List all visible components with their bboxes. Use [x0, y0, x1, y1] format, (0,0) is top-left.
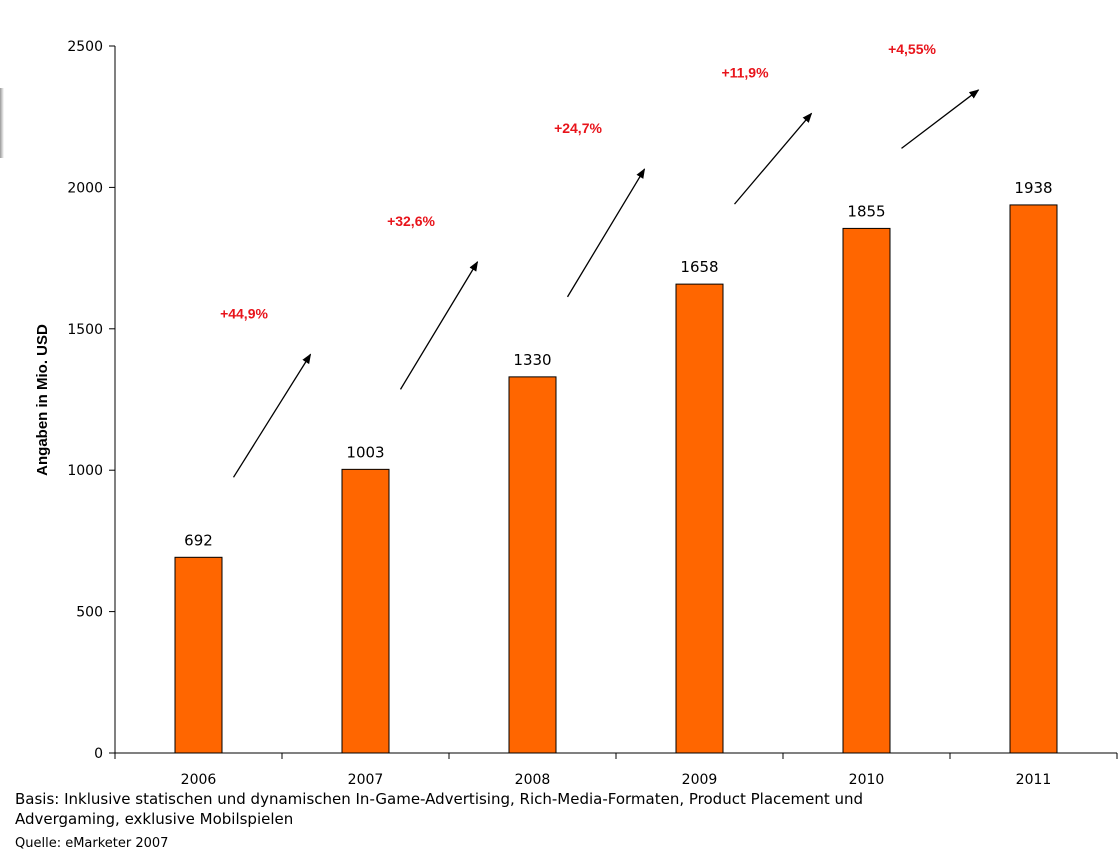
y-axis-title: Angaben in Mio. USD: [34, 324, 51, 476]
bar-2007: [341, 468, 390, 754]
y-tick-label-2000: 2000: [67, 180, 103, 196]
edge-shadow: [0, 88, 4, 158]
x-tick-label-2009: 2009: [682, 772, 718, 788]
x-tick-label-2006: 2006: [181, 772, 217, 788]
data-label-2008: 1330: [513, 351, 551, 369]
bar-2008: [508, 376, 557, 754]
bar-2010: [842, 227, 891, 754]
growth-label-2009: +24,7%: [554, 120, 602, 136]
data-label-2010: 1855: [847, 202, 885, 220]
growth-arrow-2010: [734, 112, 813, 205]
bar-2006: [174, 556, 223, 754]
y-tick-label-1500: 1500: [67, 322, 103, 338]
y-tick-label-500: 500: [76, 605, 103, 621]
growth-label-2007: +44,9%: [220, 305, 268, 321]
growth-label-2011: +4,55%: [888, 41, 936, 57]
data-label-2009: 1658: [680, 258, 718, 276]
y-tick-label-0: 0: [94, 746, 103, 762]
x-tick-label-2007: 2007: [348, 772, 384, 788]
data-label-2007: 1003: [346, 443, 384, 461]
y-tick-label-2500: 2500: [67, 39, 103, 55]
data-label-2006: 692: [184, 531, 213, 549]
bar-chart: 0 500 1000 1500 2000 2500 2006 2007 2008 2009 2010…: [34, 39, 1118, 788]
source-note: Quelle: eMarketer 2007: [15, 836, 169, 851]
basis-note: Basis: Inklusive statischen und dynamisc…: [15, 790, 864, 828]
x-tick-label-2008: 2008: [515, 772, 551, 788]
growth-label-2010: +11,9%: [721, 64, 769, 80]
x-tick-label-2010: 2010: [849, 772, 885, 788]
growth-arrow-2011: [901, 89, 980, 149]
growth-arrow-2008: [399, 261, 479, 390]
bar-2009: [675, 283, 724, 754]
growth-arrow-2007: [232, 353, 312, 478]
growth-arrow-2009: [566, 168, 646, 298]
y-tick-label-1000: 1000: [67, 463, 103, 479]
x-tick-label-2011: 2011: [1016, 772, 1052, 788]
data-label-2011: 1938: [1014, 179, 1052, 197]
bar-2011: [1009, 204, 1058, 754]
growth-label-2008: +32,6%: [387, 213, 435, 229]
